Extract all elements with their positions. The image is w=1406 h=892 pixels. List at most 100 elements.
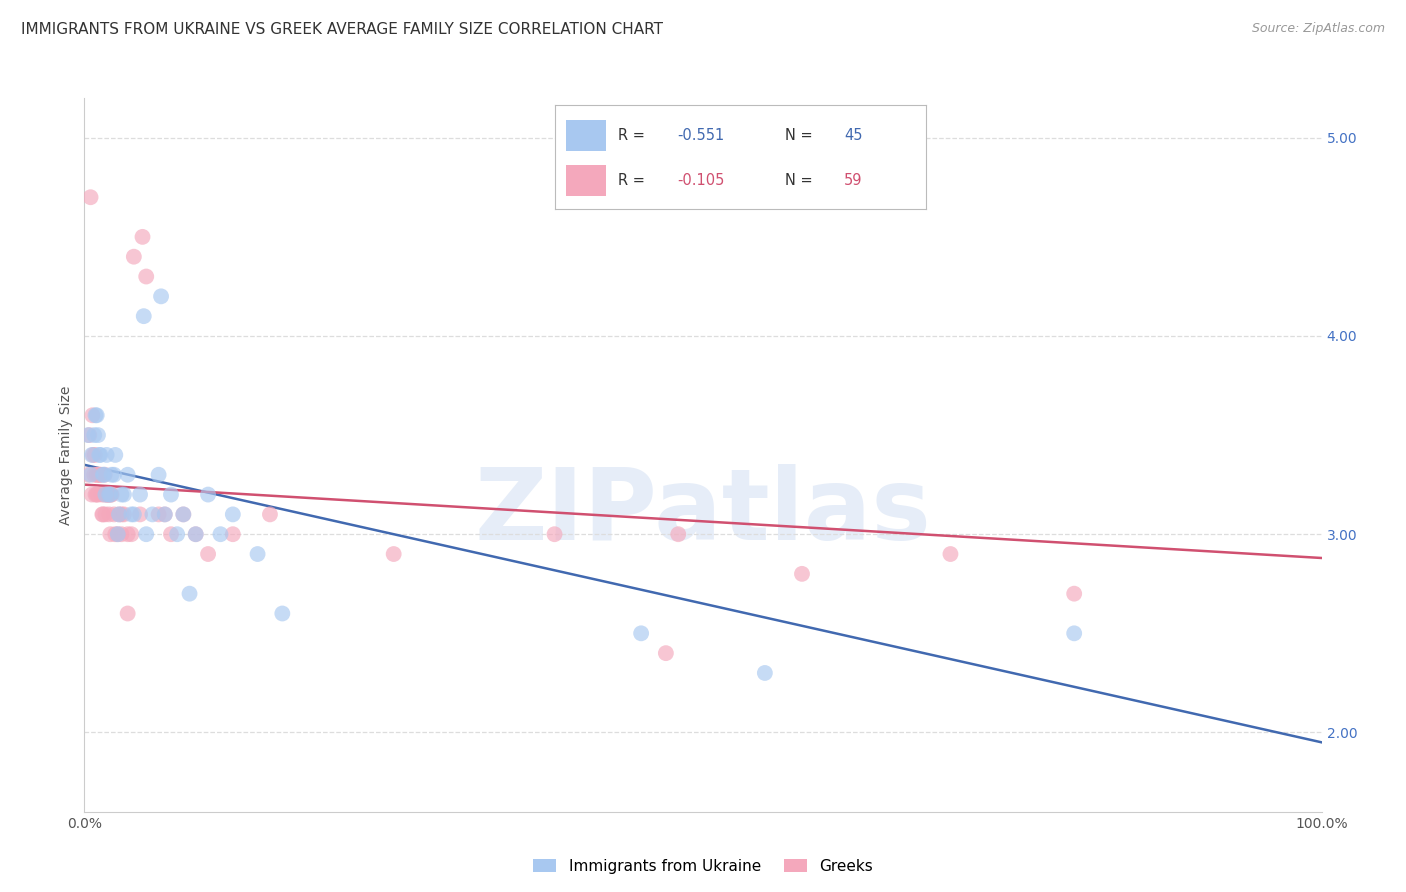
- Point: [135, 269, 157, 284]
- Point: [120, 527, 142, 541]
- Point: [141, 508, 163, 522]
- Point: [91, 467, 114, 482]
- Point: [84, 487, 107, 501]
- Point: [107, 527, 129, 541]
- Point: [108, 508, 131, 522]
- Point: [172, 508, 194, 522]
- Point: [184, 527, 207, 541]
- Point: [79, 467, 101, 482]
- Point: [129, 508, 152, 522]
- Point: [103, 467, 125, 482]
- Point: [112, 487, 135, 501]
- Point: [86, 409, 108, 423]
- Point: [98, 508, 121, 522]
- Point: [100, 467, 122, 482]
- Point: [135, 527, 157, 541]
- Point: [179, 587, 201, 601]
- Point: [89, 467, 111, 482]
- Point: [271, 607, 294, 621]
- Point: [160, 487, 183, 501]
- Point: [112, 508, 135, 522]
- Point: [83, 428, 105, 442]
- Point: [655, 646, 678, 660]
- Point: [93, 487, 115, 501]
- Point: [150, 289, 173, 303]
- Legend: Immigrants from Ukraine, Greeks: Immigrants from Ukraine, Greeks: [527, 853, 879, 880]
- Point: [246, 547, 269, 561]
- Point: [100, 487, 122, 501]
- Point: [94, 487, 117, 501]
- Point: [110, 527, 132, 541]
- Text: IMMIGRANTS FROM UKRAINE VS GREEK AVERAGE FAMILY SIZE CORRELATION CHART: IMMIGRANTS FROM UKRAINE VS GREEK AVERAGE…: [21, 22, 664, 37]
- Point: [77, 428, 100, 442]
- Point: [79, 190, 101, 204]
- Point: [89, 467, 111, 482]
- Point: [82, 409, 104, 423]
- Point: [197, 547, 219, 561]
- Point: [209, 527, 232, 541]
- Point: [184, 527, 207, 541]
- Point: [79, 428, 101, 442]
- Point: [197, 487, 219, 501]
- Point: [1063, 587, 1085, 601]
- Point: [89, 448, 111, 462]
- Point: [91, 508, 114, 522]
- Point: [110, 487, 132, 501]
- Point: [153, 508, 176, 522]
- Point: [77, 467, 100, 482]
- Point: [790, 566, 813, 581]
- Point: [107, 527, 129, 541]
- Point: [83, 467, 105, 482]
- Point: [132, 309, 155, 323]
- Point: [148, 467, 170, 482]
- Y-axis label: Average Family Size: Average Family Size: [59, 385, 73, 524]
- Point: [80, 448, 103, 462]
- Point: [91, 508, 114, 522]
- Point: [129, 487, 152, 501]
- Point: [222, 508, 245, 522]
- Point: [93, 467, 115, 482]
- Point: [83, 448, 105, 462]
- Point: [131, 230, 153, 244]
- Point: [98, 487, 121, 501]
- Point: [122, 508, 145, 522]
- Point: [754, 665, 776, 680]
- Point: [1063, 626, 1085, 640]
- Point: [86, 467, 108, 482]
- Point: [110, 508, 132, 522]
- Point: [382, 547, 405, 561]
- Point: [543, 527, 565, 541]
- Point: [160, 527, 183, 541]
- Text: Source: ZipAtlas.com: Source: ZipAtlas.com: [1251, 22, 1385, 36]
- Point: [84, 409, 107, 423]
- Point: [148, 508, 170, 522]
- Point: [100, 487, 122, 501]
- Point: [122, 250, 145, 264]
- Point: [86, 487, 108, 501]
- Point: [96, 487, 118, 501]
- Point: [117, 527, 139, 541]
- Point: [89, 448, 111, 462]
- Point: [98, 527, 121, 541]
- Point: [80, 487, 103, 501]
- Point: [630, 626, 652, 640]
- Point: [96, 487, 118, 501]
- Point: [666, 527, 689, 541]
- Point: [259, 508, 281, 522]
- Point: [104, 527, 127, 541]
- Point: [166, 527, 188, 541]
- Text: ZIPatlas: ZIPatlas: [475, 464, 931, 560]
- Point: [222, 527, 245, 541]
- Point: [94, 508, 117, 522]
- Point: [153, 508, 176, 522]
- Point: [939, 547, 962, 561]
- Point: [117, 467, 139, 482]
- Point: [117, 607, 139, 621]
- Point: [98, 487, 121, 501]
- Point: [120, 508, 142, 522]
- Point: [104, 448, 127, 462]
- Point: [172, 508, 194, 522]
- Point: [89, 467, 111, 482]
- Point: [94, 467, 117, 482]
- Point: [103, 508, 125, 522]
